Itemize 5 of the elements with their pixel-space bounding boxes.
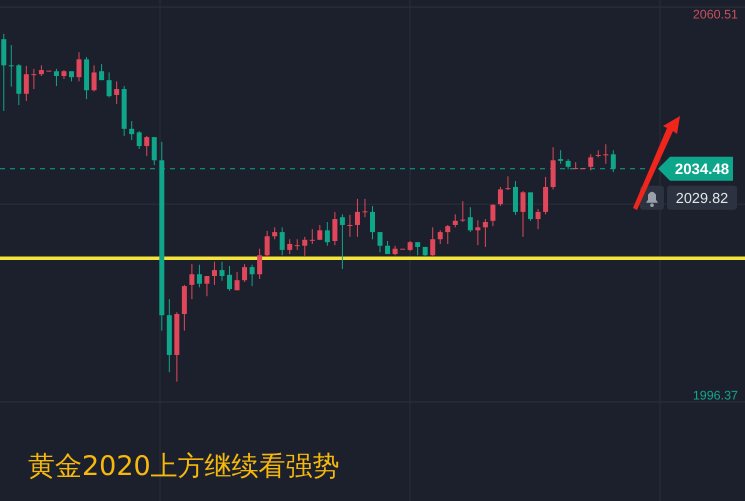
- ref-line-label: 2034.48: [674, 161, 730, 178]
- annotation: 2029.82: [676, 191, 728, 208]
- ytick-label: 2060.51: [692, 8, 738, 22]
- title: 黄金2020上方继续看强势: [28, 451, 340, 482]
- ytick-label: 1996.37: [692, 388, 738, 402]
